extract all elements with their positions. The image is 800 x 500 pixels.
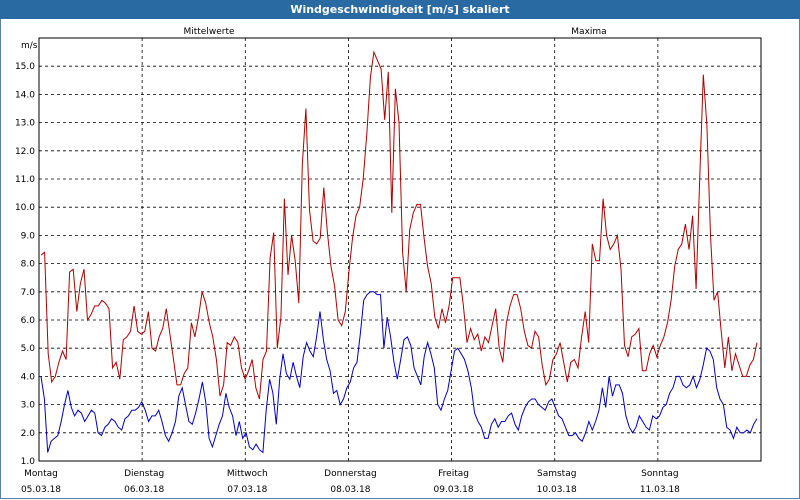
x-tick-date: 09.03.18 xyxy=(434,485,474,495)
legend-maxima: Maxima xyxy=(571,27,606,37)
y-tick-label: 13.0 xyxy=(15,119,35,129)
y-tick-label: 3.0 xyxy=(21,401,36,411)
y-tick-label: 4.0 xyxy=(21,372,36,382)
y-tick-label: 14.0 xyxy=(15,90,35,100)
x-tick-date: 06.03.18 xyxy=(124,485,164,495)
x-tick-date: 05.03.18 xyxy=(21,485,61,495)
y-tick-label: 2.0 xyxy=(21,429,36,439)
series-lines xyxy=(40,50,758,454)
y-tick-label: 11.0 xyxy=(15,175,35,185)
y-tick-label: 6.0 xyxy=(21,316,36,326)
x-tick-labels: Montag 05.03.18 Dienstag 06.03.18 Mittwoch 07… xyxy=(21,469,680,495)
x-tick-day: Montag xyxy=(24,469,58,479)
y-tick-label: 8.0 xyxy=(21,260,36,270)
x-tick-date: 07.03.18 xyxy=(227,485,267,495)
series-mittelwerte-line xyxy=(40,291,758,454)
y-tick-label: 1.0 xyxy=(21,457,36,467)
x-tick-day: Donnerstag xyxy=(324,469,377,479)
y-tick-label: 12.0 xyxy=(15,147,35,157)
x-tick-day: Freitag xyxy=(438,469,469,479)
y-tick-label: 7.0 xyxy=(21,288,36,298)
grid-lines xyxy=(39,38,761,462)
y-tick-label: 10.0 xyxy=(15,203,35,213)
y-tick-label: 5.0 xyxy=(21,344,36,354)
x-tick-day: Mittwoch xyxy=(227,469,268,479)
series-maxima-line xyxy=(40,50,758,400)
x-tick-day: Sonntag xyxy=(641,469,678,479)
y-tick-labels: 1.0 2.0 3.0 4.0 5.0 6.0 7.0 8.0 9.0 10.0 11.0 12.0 1… xyxy=(15,62,35,467)
x-tick-date: 10.03.18 xyxy=(537,485,577,495)
legend-mittelwerte: Mittelwerte xyxy=(183,27,234,37)
x-tick-day: Samstag xyxy=(537,469,576,479)
x-tick-day: Dienstag xyxy=(124,469,164,479)
y-axis-label: m/s xyxy=(21,41,38,51)
y-tick-label: 9.0 xyxy=(21,231,36,241)
chart-title: Windgeschwindigkeit [m/s] skaliert xyxy=(0,0,800,19)
y-tick-label: 15.0 xyxy=(15,62,35,72)
x-tick-date: 11.03.18 xyxy=(640,485,680,495)
plot-area xyxy=(38,37,762,462)
x-tick-date: 08.03.18 xyxy=(330,485,370,495)
